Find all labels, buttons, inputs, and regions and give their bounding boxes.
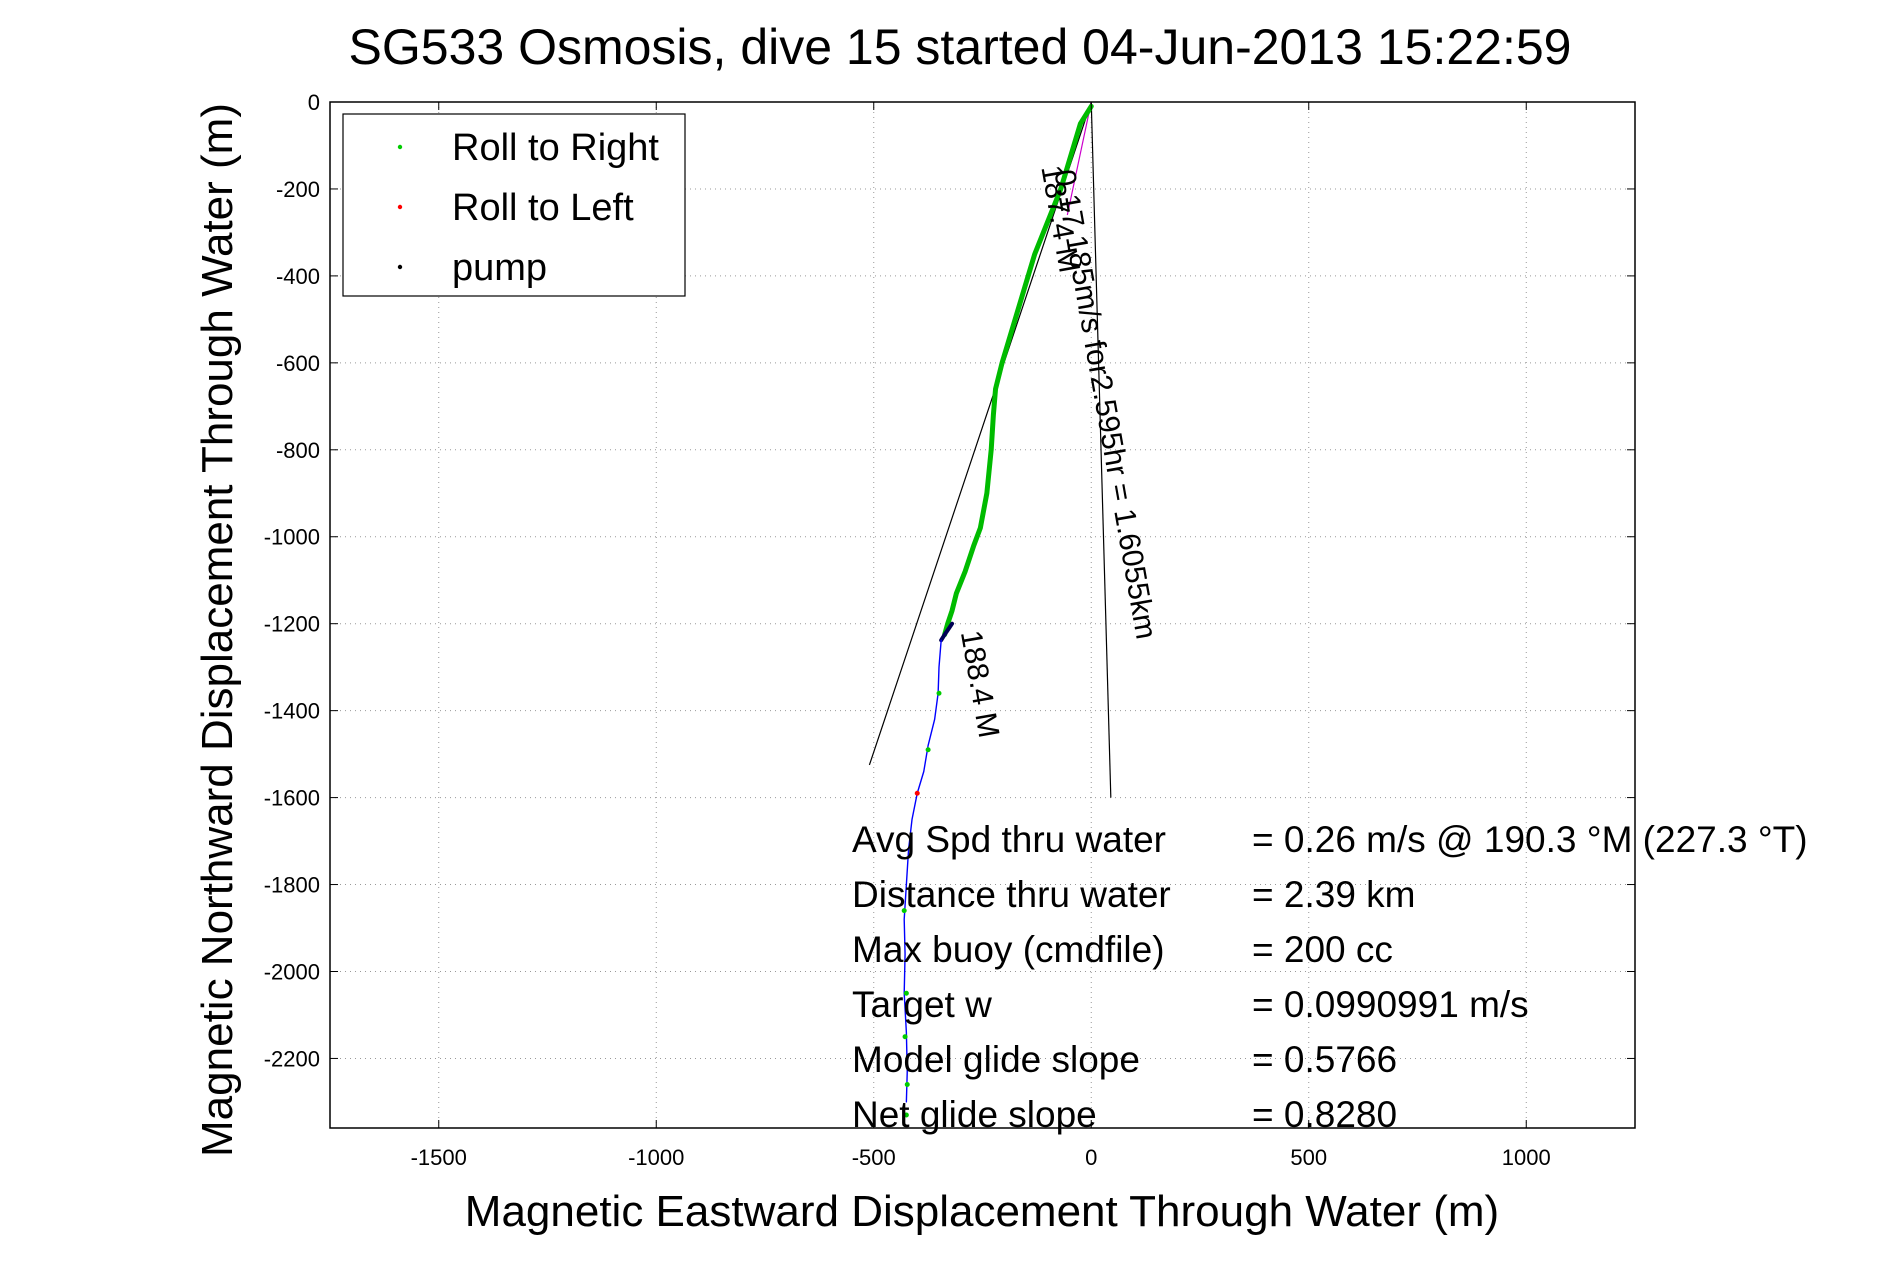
stat-label: Target w	[852, 984, 992, 1025]
stat-value: = 2.39 km	[1252, 874, 1416, 915]
y-tick-label: -400	[276, 264, 320, 289]
y-tick-label: -1000	[264, 525, 320, 550]
reference-line	[1090, 101, 1112, 798]
y-tick-label: -200	[276, 177, 320, 202]
y-tick-label: -1200	[264, 612, 320, 637]
y-tick-label: 0	[308, 90, 320, 115]
y-tick-label: -800	[276, 438, 320, 463]
stat-value: = 0.5766	[1252, 1039, 1397, 1080]
stat-label: Model glide slope	[852, 1039, 1140, 1080]
stat-label: Max buoy (cmdfile)	[852, 929, 1165, 970]
y-tick-label: -600	[276, 351, 320, 376]
reference-lines	[868, 101, 1112, 798]
legend-marker	[397, 144, 403, 150]
x-tick-label: -1500	[411, 1145, 467, 1170]
x-axis-label: Magnetic Eastward Displacement Through W…	[465, 1187, 1499, 1236]
series-line-roll-to-right	[942, 103, 1094, 638]
stat-label: Avg Spd thru water	[852, 819, 1166, 860]
stat-value: = 0.0990991 m/s	[1252, 984, 1529, 1025]
y-tick-label: -1600	[264, 786, 320, 811]
reference-line	[1066, 101, 1092, 216]
markers	[901, 690, 942, 1118]
roll-right-point	[904, 1082, 910, 1088]
y-tick-label: -2000	[264, 959, 320, 984]
roll-right-point	[903, 1112, 909, 1118]
x-tick-label: -500	[852, 1145, 896, 1170]
roll-left-point	[914, 790, 920, 796]
y-tick-label: -1400	[264, 699, 320, 724]
legend-marker	[397, 204, 403, 210]
legend-label: Roll to Right	[452, 127, 659, 169]
stat-label: Distance thru water	[852, 874, 1171, 915]
series-line-pump	[939, 621, 955, 643]
stats-block: Avg Spd thru water = 0.26 m/s @ 190.3 °M …	[852, 819, 1808, 1135]
roll-right-point	[936, 690, 942, 696]
plot-frame	[329, 101, 1636, 1129]
legend-marker	[397, 264, 403, 270]
series-lines	[903, 103, 1094, 1103]
x-tick-label: 0	[1085, 1145, 1097, 1170]
roll-right-point	[925, 747, 931, 753]
axis-ticks: -1500 -1000 -500 0 500 1000 0 -200 -400 -600 -800 -…	[264, 90, 1635, 1170]
x-tick-label: 500	[1290, 1145, 1327, 1170]
legend-label: Roll to Left	[452, 187, 634, 229]
chart-title: SG533 Osmosis, dive 15 started 04-Jun-20…	[349, 19, 1572, 75]
roll-right-point	[903, 990, 909, 996]
reference-line	[868, 101, 1092, 766]
roll-right-point	[902, 1034, 908, 1040]
series-line-dive-track	[903, 639, 942, 1103]
stat-value: = 200 cc	[1252, 929, 1393, 970]
legend-label: pump	[452, 247, 547, 289]
stat-label: Net glide slope	[852, 1094, 1097, 1135]
x-tick-label: -1000	[628, 1145, 684, 1170]
y-tick-label: -1800	[264, 873, 320, 898]
stat-value: = 0.8280	[1252, 1094, 1397, 1135]
x-tick-label: 1000	[1502, 1145, 1551, 1170]
roll-right-point	[901, 908, 907, 914]
stat-value: = 0.26 m/s @ 190.3 °M (227.3 °T)	[1252, 819, 1808, 860]
track-annotation: 188.4 M	[954, 628, 1005, 740]
y-tick-label: -2200	[264, 1046, 320, 1071]
y-axis-label: Magnetic Northward Displacement Through …	[193, 103, 242, 1157]
legend: Roll to Right Roll to Left pump	[342, 113, 686, 297]
